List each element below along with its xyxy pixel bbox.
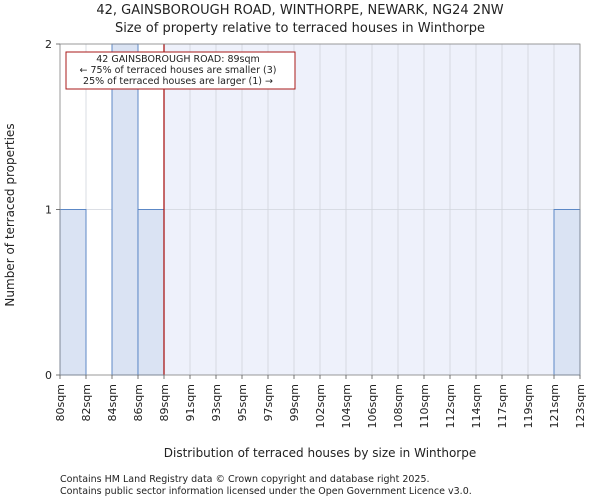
x-tick-label: 123sqm <box>574 384 587 428</box>
bar <box>553 209 581 376</box>
x-tick-label: 121sqm <box>548 384 561 428</box>
x-tick-label: 97sqm <box>262 384 275 421</box>
x-tick-label: 112sqm <box>444 384 457 428</box>
x-tick-label: 89sqm <box>158 384 171 421</box>
x-axis-label: Distribution of terraced houses by size … <box>164 446 476 460</box>
footer-line-1: Contains HM Land Registry data © Crown c… <box>60 474 430 485</box>
annotation-box: 42 GAINSBOROUGH ROAD: 89sqm ← 75% of ter… <box>65 51 296 90</box>
bar <box>111 43 139 376</box>
annotation-line-1: 42 GAINSBOROUGH ROAD: 89sqm <box>96 54 260 65</box>
x-tick-label: 80sqm <box>54 384 67 421</box>
x-tick-label: 104sqm <box>340 384 353 428</box>
bar <box>137 209 165 376</box>
x-tick-label: 106sqm <box>366 384 379 428</box>
x-tick-label: 119sqm <box>522 384 535 428</box>
x-tick-label: 82sqm <box>80 384 93 421</box>
x-tick-label: 110sqm <box>418 384 431 428</box>
x-tick-label: 108sqm <box>392 384 405 428</box>
y-tick-label: 1 <box>45 204 52 217</box>
x-tick-label: 95sqm <box>236 384 249 421</box>
x-tick-label: 102sqm <box>314 384 327 428</box>
chart-subtitle: Size of property relative to terraced ho… <box>115 21 485 36</box>
annotation-line-2: ← 75% of terraced houses are smaller (3) <box>80 65 277 76</box>
y-tick-label: 0 <box>45 369 52 382</box>
x-tick-label: 84sqm <box>106 384 119 421</box>
bar <box>59 209 87 376</box>
x-tick-label: 117sqm <box>496 384 509 428</box>
x-tick-label: 114sqm <box>470 384 483 428</box>
footer-line-2: Contains public sector information licen… <box>60 486 472 497</box>
x-tick-label: 86sqm <box>132 384 145 421</box>
annotation-line-3: 25% of terraced houses are larger (1) → <box>83 76 273 87</box>
y-tick-label: 2 <box>45 38 52 51</box>
x-tick-label: 93sqm <box>210 384 223 421</box>
x-tick-label: 91sqm <box>184 384 197 421</box>
chart-title: 42, GAINSBOROUGH ROAD, WINTHORPE, NEWARK… <box>96 3 503 18</box>
x-tick-label: 99sqm <box>288 384 301 421</box>
y-axis-label: Number of terraced properties <box>3 123 17 306</box>
